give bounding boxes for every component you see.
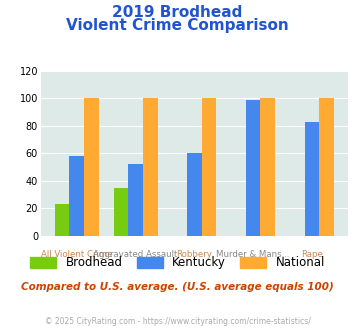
Bar bbox=[143, 98, 158, 236]
Text: All Violent Crime: All Violent Crime bbox=[41, 250, 113, 259]
Text: Rape: Rape bbox=[301, 250, 323, 259]
Text: Robbery: Robbery bbox=[176, 250, 212, 259]
Text: Murder & Mans...: Murder & Mans... bbox=[217, 250, 290, 259]
Text: © 2025 CityRating.com - https://www.cityrating.com/crime-statistics/: © 2025 CityRating.com - https://www.city… bbox=[45, 317, 310, 326]
Text: Violent Crime Comparison: Violent Crime Comparison bbox=[66, 18, 289, 33]
Legend: Brodhead, Kentucky, National: Brodhead, Kentucky, National bbox=[25, 252, 330, 274]
Bar bbox=[70, 156, 84, 236]
Bar bbox=[246, 100, 261, 236]
Bar bbox=[319, 98, 334, 236]
Text: Compared to U.S. average. (U.S. average equals 100): Compared to U.S. average. (U.S. average … bbox=[21, 282, 334, 292]
Bar bbox=[261, 98, 275, 236]
Text: Aggravated Assault: Aggravated Assault bbox=[93, 250, 178, 259]
Bar bbox=[55, 204, 70, 236]
Bar bbox=[202, 98, 217, 236]
Text: 2019 Brodhead: 2019 Brodhead bbox=[112, 5, 243, 20]
Bar bbox=[187, 153, 202, 236]
Bar bbox=[84, 98, 99, 236]
Bar bbox=[128, 164, 143, 236]
Bar bbox=[114, 188, 128, 236]
Bar bbox=[305, 122, 319, 236]
